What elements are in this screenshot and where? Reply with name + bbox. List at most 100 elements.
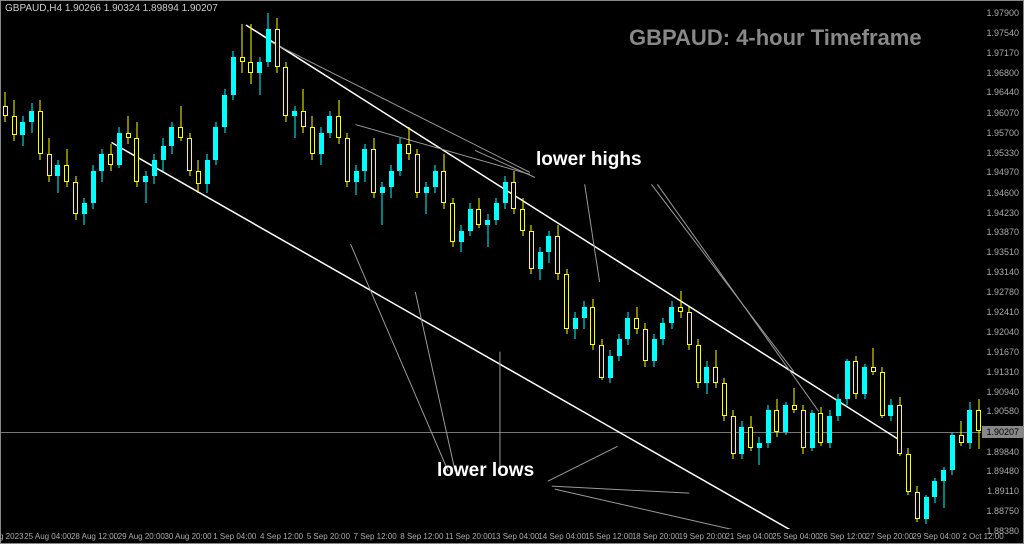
candle bbox=[669, 13, 674, 531]
candle bbox=[494, 13, 499, 531]
y-tick: 1.92040 bbox=[986, 327, 1019, 337]
y-tick: 1.94970 bbox=[986, 167, 1019, 177]
candle bbox=[582, 13, 587, 531]
candle bbox=[134, 13, 139, 531]
candle bbox=[64, 13, 69, 531]
x-axis: 24 Aug 202325 Aug 04:0028 Aug 12:0029 Au… bbox=[1, 529, 981, 543]
candle bbox=[704, 13, 709, 531]
candle bbox=[345, 13, 350, 531]
candle bbox=[546, 13, 551, 531]
candle bbox=[888, 13, 893, 531]
candle bbox=[845, 13, 850, 531]
x-tick: 2 Oct 12:00 bbox=[962, 532, 1003, 541]
candle bbox=[362, 13, 367, 531]
candle bbox=[459, 13, 464, 531]
y-tick: 1.94230 bbox=[986, 208, 1019, 218]
candle bbox=[354, 13, 359, 531]
candle bbox=[959, 13, 964, 531]
candle bbox=[55, 13, 60, 531]
candle bbox=[231, 13, 236, 531]
candle bbox=[108, 13, 113, 531]
candle bbox=[143, 13, 148, 531]
x-tick: 5 Sep 20:00 bbox=[307, 532, 350, 541]
candle bbox=[20, 13, 25, 531]
candle bbox=[152, 13, 157, 531]
candle bbox=[476, 13, 481, 531]
candle bbox=[196, 13, 201, 531]
candle bbox=[941, 13, 946, 531]
candle bbox=[310, 13, 315, 531]
candle bbox=[599, 13, 604, 531]
candle bbox=[967, 13, 972, 531]
y-tick: 1.96800 bbox=[986, 68, 1019, 78]
candle bbox=[836, 13, 841, 531]
candle bbox=[713, 13, 718, 531]
candle bbox=[406, 13, 411, 531]
annotation-lower-highs: lower highs bbox=[536, 149, 642, 171]
candle bbox=[117, 13, 122, 531]
x-tick: 1 Sep 04:00 bbox=[213, 532, 256, 541]
x-tick: 18 Sep 20:00 bbox=[632, 532, 680, 541]
candle bbox=[415, 13, 420, 531]
y-tick: 1.96070 bbox=[986, 108, 1019, 118]
x-tick: 24 Aug 2023 bbox=[0, 532, 23, 541]
candle bbox=[757, 13, 762, 531]
candle bbox=[3, 13, 8, 531]
candle bbox=[696, 13, 701, 531]
candle bbox=[950, 13, 955, 531]
y-tick: 1.89480 bbox=[986, 466, 1019, 476]
x-tick: 30 Aug 20:00 bbox=[164, 532, 211, 541]
candle bbox=[529, 13, 534, 531]
y-tick: 1.89840 bbox=[986, 447, 1019, 457]
candle bbox=[862, 13, 867, 531]
candle bbox=[327, 13, 332, 531]
y-tick: 1.93870 bbox=[986, 227, 1019, 237]
y-tick: 1.88750 bbox=[986, 506, 1019, 516]
candle bbox=[292, 13, 297, 531]
candle bbox=[222, 13, 227, 531]
current-price-tag: 1.90207 bbox=[982, 426, 1023, 438]
title-annotation: GBPAUD: 4-hour Timeframe bbox=[629, 25, 922, 51]
candle bbox=[275, 13, 280, 531]
y-axis: 1.979001.975401.971701.968001.964401.960… bbox=[981, 1, 1023, 529]
y-tick: 1.94600 bbox=[986, 188, 1019, 198]
candle bbox=[792, 13, 797, 531]
x-tick: 25 Aug 04:00 bbox=[24, 532, 71, 541]
candle bbox=[783, 13, 788, 531]
plot-area[interactable] bbox=[1, 13, 981, 529]
y-tick: 1.97170 bbox=[986, 48, 1019, 58]
x-tick: 13 Sep 04:00 bbox=[492, 532, 540, 541]
y-tick: 1.96440 bbox=[986, 87, 1019, 97]
y-tick: 1.95330 bbox=[986, 148, 1019, 158]
candle bbox=[573, 13, 578, 531]
candle bbox=[932, 13, 937, 531]
candle bbox=[652, 13, 657, 531]
candle bbox=[564, 13, 569, 531]
candle bbox=[871, 13, 876, 531]
candle bbox=[389, 13, 394, 531]
x-tick: 29 Aug 20:00 bbox=[118, 532, 165, 541]
candle bbox=[739, 13, 744, 531]
candle bbox=[520, 13, 525, 531]
x-tick: 29 Sep 04:00 bbox=[912, 532, 960, 541]
candle bbox=[29, 13, 34, 531]
y-tick: 1.95700 bbox=[986, 128, 1019, 138]
candle bbox=[590, 13, 595, 531]
x-tick: 19 Sep 20:00 bbox=[679, 532, 727, 541]
y-tick: 1.97540 bbox=[986, 28, 1019, 38]
candle bbox=[266, 13, 271, 531]
y-tick: 1.90940 bbox=[986, 387, 1019, 397]
candle bbox=[625, 13, 630, 531]
annotation-lower-lows: lower lows bbox=[437, 460, 534, 482]
candle bbox=[897, 13, 902, 531]
candle bbox=[47, 13, 52, 531]
y-tick: 1.89110 bbox=[987, 486, 1019, 496]
candle bbox=[468, 13, 473, 531]
candle bbox=[433, 13, 438, 531]
candle bbox=[169, 13, 174, 531]
x-tick: 26 Sep 12:00 bbox=[819, 532, 867, 541]
candle bbox=[301, 13, 306, 531]
candle bbox=[336, 13, 341, 531]
x-tick: 21 Sep 04:00 bbox=[725, 532, 773, 541]
y-tick: 1.92780 bbox=[986, 287, 1019, 297]
